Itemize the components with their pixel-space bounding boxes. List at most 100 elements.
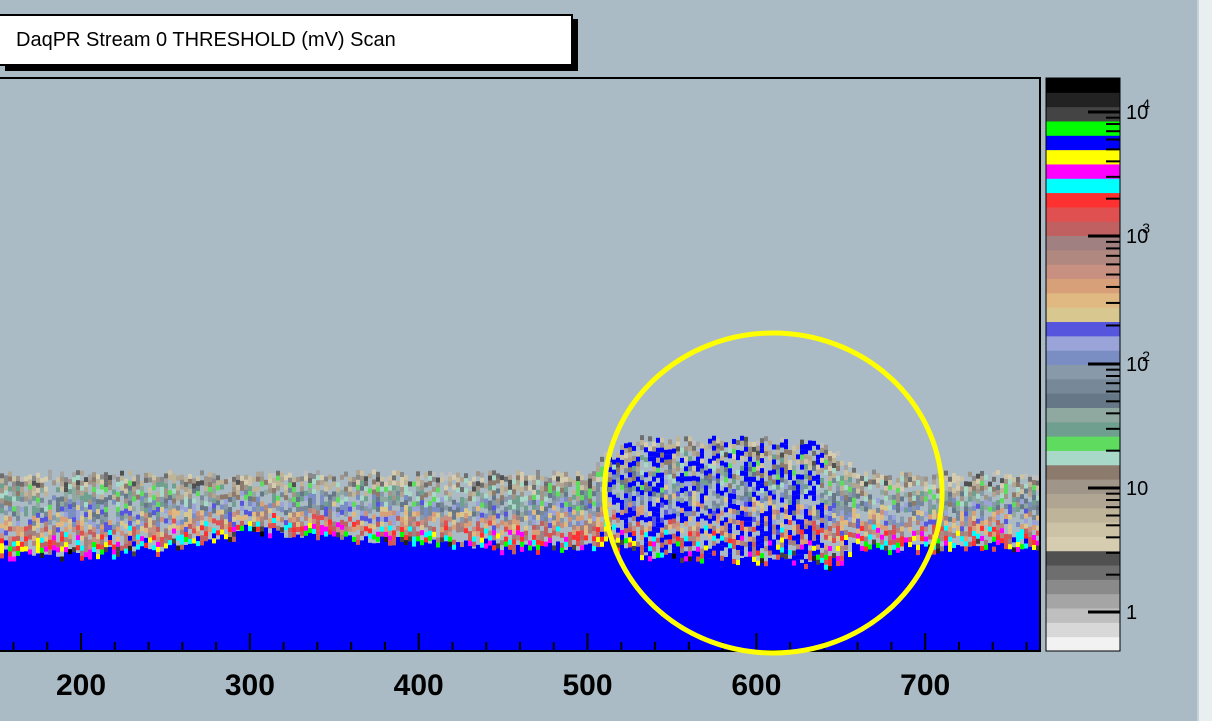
heat-cell [408, 516, 412, 522]
heat-cell [688, 446, 692, 452]
heat-cell [156, 496, 160, 502]
heat-cell [644, 472, 648, 478]
heat-cell [712, 455, 716, 461]
heat-cell [796, 444, 800, 450]
heat-cell [380, 496, 384, 502]
heat-cell [700, 488, 704, 494]
heat-cell [260, 501, 264, 507]
heat-cell [80, 530, 84, 536]
heat-cell [624, 478, 628, 484]
heat-cell [392, 500, 396, 506]
heat-cell [608, 482, 612, 488]
heat-cell [76, 530, 80, 536]
heat-cell [672, 483, 676, 489]
heat-cell [640, 440, 644, 446]
heat-cell [264, 514, 268, 520]
scrollbar-rail[interactable] [1197, 0, 1212, 721]
heat-cell [280, 472, 284, 478]
heat-cell [308, 523, 312, 529]
heat-cell [364, 506, 368, 512]
heat-cell [96, 554, 100, 560]
heat-cell [120, 470, 124, 476]
heat-cell [740, 505, 744, 511]
heat-cell [72, 497, 76, 503]
heat-cell-fill [936, 548, 940, 651]
heat-cell [240, 485, 244, 491]
heat-cell-fill [568, 551, 572, 651]
heat-cell [644, 442, 648, 448]
heat-cell [924, 481, 928, 487]
heat-cell [484, 528, 488, 534]
heat-cell [728, 523, 732, 529]
heat-cell [396, 480, 400, 486]
heat-cell [408, 536, 412, 542]
heat-cell [840, 495, 844, 501]
heat-cell [1024, 543, 1028, 549]
heat-cell [428, 500, 432, 506]
heat-cell [108, 530, 112, 536]
heat-cell [820, 467, 824, 473]
heat-cell [64, 492, 68, 498]
heat-cell [388, 500, 392, 506]
heat-cell [484, 498, 488, 504]
heat-cell [512, 504, 516, 510]
heat-cell [24, 476, 28, 482]
heat-cell-fill [1032, 549, 1036, 651]
heat-cell [1024, 538, 1028, 544]
heat-cell [612, 464, 616, 470]
heat-cell [884, 520, 888, 526]
heat-cell [524, 525, 528, 531]
highlight-ellipse [601, 330, 945, 656]
heat-cell [548, 478, 552, 484]
heat-cell [928, 514, 932, 520]
heat-cell-fill [196, 544, 200, 651]
heat-cell [452, 544, 456, 550]
heat-cell [76, 500, 80, 506]
heat-cell [936, 543, 940, 549]
heat-cell [868, 504, 872, 510]
heat-cell [948, 516, 952, 522]
heat-cell [676, 531, 680, 537]
heat-cell [684, 501, 688, 507]
heat-cell [696, 466, 700, 472]
heat-cell [560, 512, 564, 518]
heat-cell [48, 504, 52, 510]
heat-cell [644, 462, 648, 468]
heat-cell [80, 525, 84, 531]
heat-cell [808, 540, 812, 546]
heat-cell [532, 539, 536, 545]
heat-cell [608, 517, 612, 523]
heat-cell [60, 471, 64, 477]
heat-cell [772, 519, 776, 525]
heat-cell [288, 482, 292, 488]
heat-cell [644, 512, 648, 518]
heat-cell [700, 513, 704, 519]
heat-cell [948, 486, 952, 492]
heat-cell [460, 542, 464, 548]
heat-cell [268, 483, 272, 489]
heat-cell [920, 491, 924, 497]
heat-cell [208, 512, 212, 518]
heat-cell [404, 525, 408, 531]
heat-cell [252, 521, 256, 527]
heat-cell [428, 490, 432, 496]
heat-cell [840, 515, 844, 521]
heat-cell [4, 540, 8, 546]
heat-cell [64, 502, 68, 508]
heat-cell [484, 518, 488, 524]
heat-cell [916, 490, 920, 496]
heat-cell [340, 519, 344, 525]
heat-cell [240, 515, 244, 521]
heat-cell-fill [44, 554, 48, 651]
heat-cell [796, 474, 800, 480]
heat-cell [708, 473, 712, 479]
heat-cell [1000, 533, 1004, 539]
heat-cell [172, 493, 176, 499]
heat-cell [168, 505, 172, 511]
heat-cell [812, 450, 816, 456]
heat-cell [428, 510, 432, 516]
heat-cell [220, 484, 224, 490]
heat-cell [52, 540, 56, 546]
heat-cell [636, 471, 640, 477]
heat-cell [960, 536, 964, 542]
